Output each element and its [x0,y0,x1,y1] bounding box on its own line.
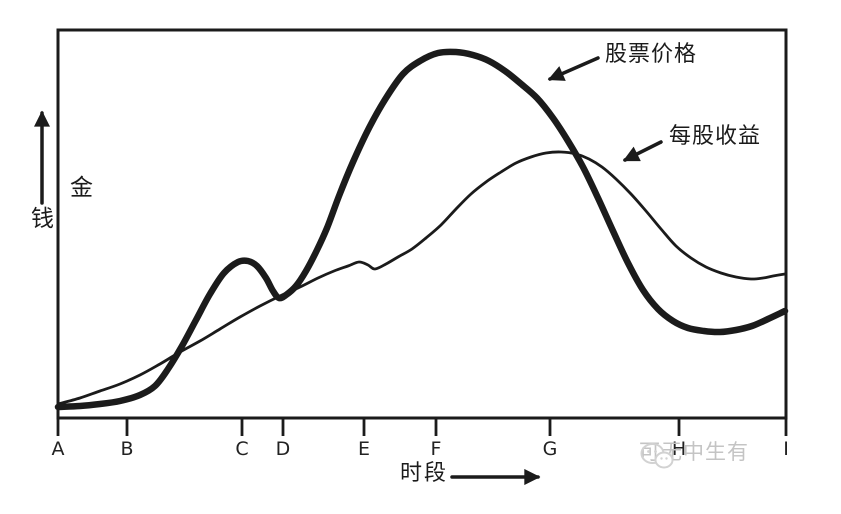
x-tick-label: C [235,438,249,460]
x-tick-label: B [120,438,134,460]
x-tick-label: G [542,438,558,460]
x-tick-label: E [357,438,370,460]
x-tick-label: A [51,438,65,460]
x-tick-label: D [275,438,291,460]
x-axis-title: 时段 [400,461,449,486]
x-axis-ticks [56,418,788,436]
x-tick-label: F [430,438,442,460]
y-axis-label-top-char: 金 [70,175,93,201]
stock-price-annotation-arrow-icon [547,56,600,81]
eps-curve [56,150,787,406]
eps-annotation-arrow-icon [622,140,663,162]
eps-label: 每股收益 [669,124,762,149]
x-tick-label: H [671,438,687,460]
plot-area-border [56,28,788,420]
wechat-icon [640,443,674,469]
stock-price-curve [54,48,789,411]
stock-price-label: 股票价格 [605,42,698,67]
watermark: 可无中生有 [639,442,749,469]
x-tick-label: I [783,438,789,460]
y-axis-label-bottom-char: 钱 [31,206,54,232]
